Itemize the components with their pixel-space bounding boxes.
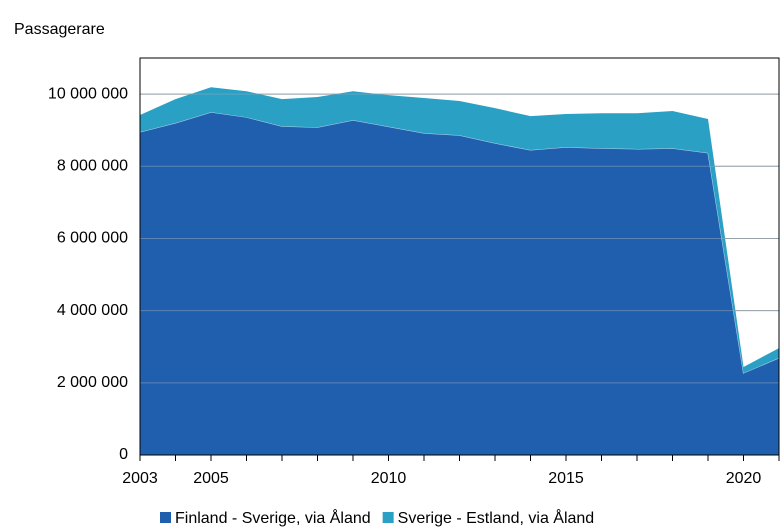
legend-swatch	[382, 512, 394, 523]
x-tick-label: 2005	[193, 470, 229, 487]
legend-label: Finland - Sverige, via Åland	[175, 508, 371, 527]
legend-label: Sverige - Estland, via Åland	[398, 508, 595, 527]
y-tick-label: 8 000 000	[57, 157, 128, 174]
x-tick-label: 2020	[726, 470, 762, 487]
x-tick-label: 2015	[548, 470, 584, 487]
y-axis-label: Passagerare	[14, 21, 105, 38]
y-tick-label: 10 000 000	[48, 85, 128, 102]
legend-swatch	[160, 512, 171, 523]
y-tick-label: 0	[119, 446, 128, 463]
y-tick-label: 2 000 000	[57, 374, 128, 391]
y-tick-label: 4 000 000	[57, 302, 128, 319]
area	[139, 111, 780, 456]
x-tick-label: 2003	[122, 470, 158, 487]
x-tick-label: 2010	[371, 470, 407, 487]
y-tick-label: 6 000 000	[57, 230, 128, 247]
